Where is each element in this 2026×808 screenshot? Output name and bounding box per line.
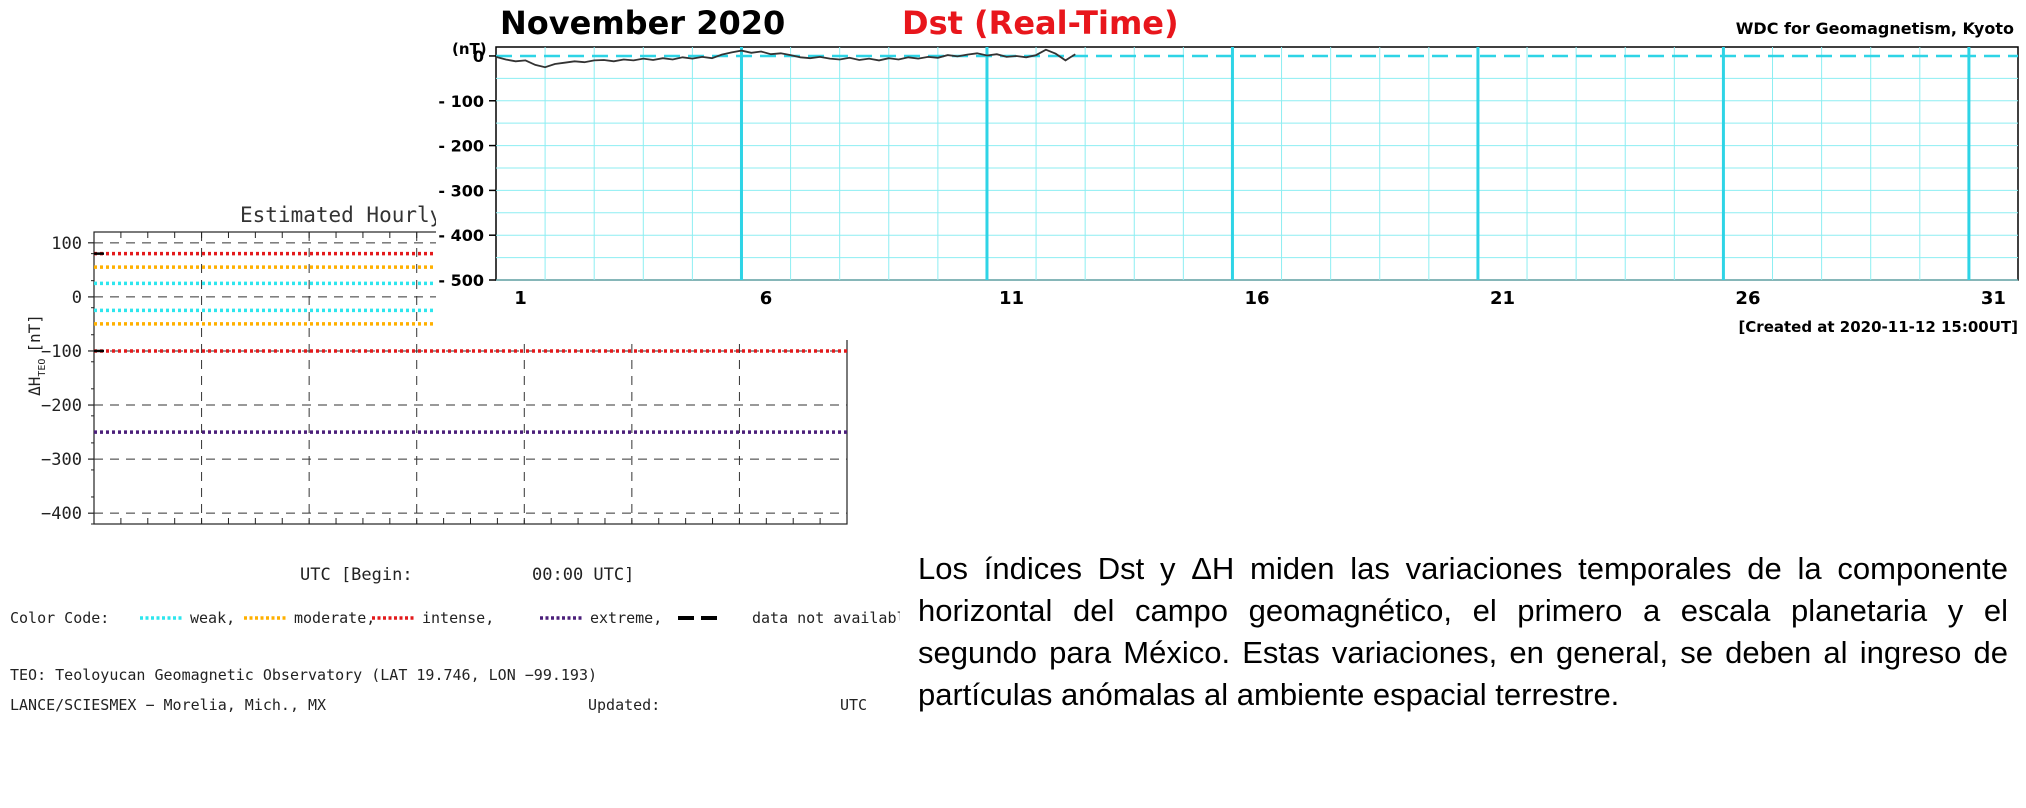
dh-y-axis-label: ΔHTEO [nT] [25,314,48,396]
dh-ylabel-sub: TEO [37,359,48,377]
dst-xtick-label-3: 16 [1244,288,1269,309]
dst-xtick-label-0: 1 [514,288,527,309]
dst-ytick-label-3: - 300 [438,181,484,200]
dst-source: WDC for Geomagnetism, Kyoto [1736,19,2014,38]
dh-chart-footer: TEO: Teoloyucan Geomagnetic Observatory … [10,666,867,714]
dh-ytick-label-5: −400 [41,504,82,524]
dst-y-axis: 0 - 100 - 200 - 300 - 400 - 500 [438,47,496,290]
dst-title: November 2020 [500,4,785,42]
legend-label-0: weak, [190,609,235,627]
color-code-legend: Color Code: weak, moderate, intense, extrem… [10,609,900,627]
dst-xtick-label-4: 21 [1490,288,1515,309]
dh-ylabel-unit: [nT] [25,314,44,353]
dh-xlabel-begin: UTC [Begin: [300,565,413,585]
dst-xtick-label-2: 11 [999,288,1024,309]
dst-subtitle: Dst (Real-Time) [902,4,1179,42]
dst-xtick-label-6: 31 [1981,288,2006,309]
footer-institution: LANCE/SCIESMEX − Morelia, Mich., MX [10,696,326,714]
dh-ylabel-main: ΔH [25,377,44,396]
footer-utc: UTC [840,696,867,714]
dst-xtick-label-5: 26 [1735,288,1760,309]
footer-observatory: TEO: Teoloyucan Geomagnetic Observatory … [10,666,597,684]
dh-y-axis: 100 0 −100 −200 −300 −400 [41,234,94,525]
legend-label-4: data not available. [752,609,900,627]
dh-ytick-label-1: 0 [72,288,82,308]
dst-ytick-label-2: - 200 [438,137,484,156]
dh-ytick-label-2: −100 [41,342,82,362]
footer-updated: Updated: [588,696,660,714]
dh-xlabel-end: 00:00 UTC] [532,565,634,585]
dh-ytick-label-3: −200 [41,396,82,416]
dst-ytick-label-0: 0 [473,47,484,66]
legend-label-2: intense, [422,609,494,627]
dst-x-axis: 1 6 11 16 21 26 31 [514,288,2006,309]
legend-label-3: extreme, [590,609,662,627]
legend-prefix: Color Code: [10,609,109,627]
dst-chart: November 2020 Dst (Real-Time) WDC for Ge… [436,0,2026,340]
dst-xtick-label-1: 6 [760,288,773,309]
dst-series-line [495,48,1076,69]
dst-y-unit: (nT) [452,40,487,58]
dh-ytick-label-0: 100 [51,234,82,254]
dh-threshold-lines [94,251,847,434]
description-paragraph: Los índices Dst y ΔH miden las variacion… [918,551,2008,712]
dst-ytick-label-4: - 400 [438,226,484,245]
dst-gridlines [496,47,2018,281]
dst-ytick-label-1: - 100 [438,92,484,111]
dst-ytick-label-5: - 500 [438,271,484,290]
dh-ytick-label-4: −300 [41,450,82,470]
dst-created: [Created at 2020-11-12 15:00UT] [1738,318,2018,336]
dh-chart-title: Estimated Hourly- [240,203,455,227]
legend-label-1: moderate, [294,609,375,627]
